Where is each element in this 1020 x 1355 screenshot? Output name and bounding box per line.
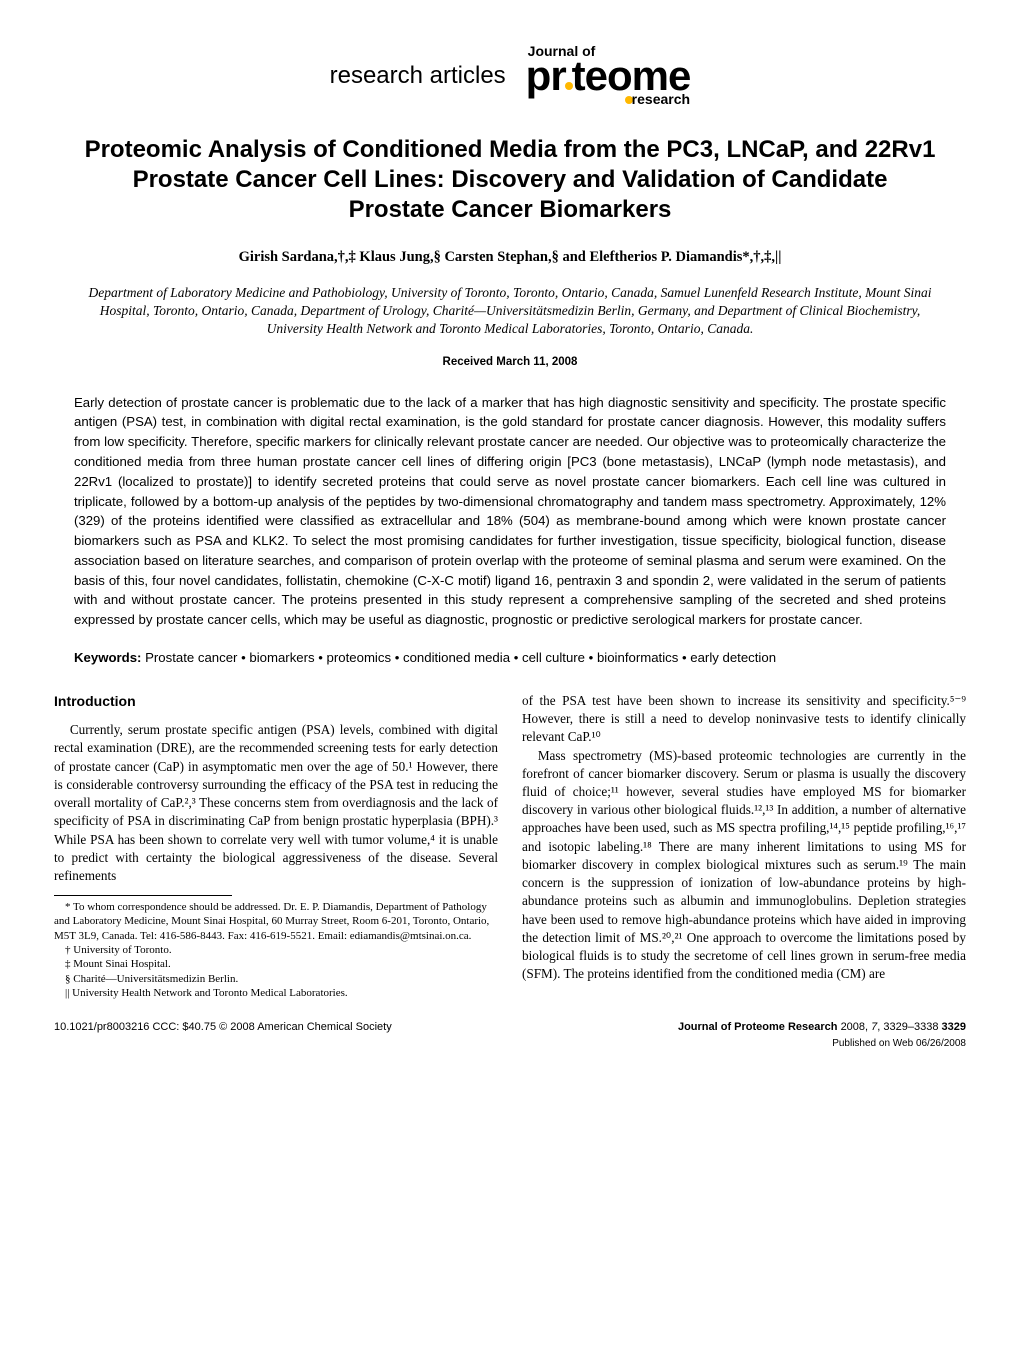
footer-left: 10.1021/pr8003216 CCC: $40.75 © 2008 Ame…	[54, 1020, 392, 1035]
keywords-block: Keywords: Prostate cancer • biomarkers •…	[74, 648, 946, 668]
keywords-text: Prostate cancer • biomarkers • proteomic…	[141, 650, 776, 665]
footnote-aff3: § Charité—Universitätsmedizin Berlin.	[54, 972, 498, 986]
footnote-aff4: || University Health Network and Toronto…	[54, 986, 498, 1000]
logo-p: pr	[526, 52, 566, 99]
received-date: Received March 11, 2008	[54, 354, 966, 370]
footer-page-number: 3329	[942, 1021, 966, 1033]
footer-journal-ref: Journal of Proteome Research	[678, 1021, 841, 1033]
footnote-correspondence: * To whom correspondence should be addre…	[54, 900, 498, 943]
affiliations: Department of Laboratory Medicine and Pa…	[84, 284, 936, 339]
abstract-text: Early detection of prostate cancer is pr…	[74, 393, 946, 631]
footer-year-vol: 2008, 7, 3329–3338	[841, 1021, 942, 1033]
footer-copyright: © 2008 American Chemical Society	[219, 1021, 392, 1033]
introduction-heading: Introduction	[54, 692, 498, 711]
footnotes-block: * To whom correspondence should be addre…	[54, 900, 498, 1000]
footer-doi: 10.1021/pr8003216 CCC: $40.75	[54, 1021, 216, 1033]
journal-logo: Journal of prteome research	[526, 46, 691, 105]
intro-paragraph-2: Mass spectrometry (MS)-based proteomic t…	[522, 747, 966, 984]
footer-pubdate: Published on Web 06/26/2008	[832, 1038, 966, 1049]
keywords-label: Keywords:	[74, 650, 141, 665]
column-right: of the PSA test have been shown to incre…	[522, 692, 966, 1000]
research-subtext: research	[626, 94, 691, 106]
article-title: Proteomic Analysis of Conditioned Media …	[84, 135, 936, 225]
column-left: Introduction Currently, serum prostate s…	[54, 692, 498, 1000]
research-articles-label: research articles	[330, 59, 506, 93]
intro-paragraph-1: Currently, serum prostate specific antig…	[54, 721, 498, 885]
author-list: Girish Sardana,†,‡ Klaus Jung,§ Carsten …	[54, 247, 966, 267]
proteome-logo-line: prteome	[526, 58, 691, 94]
footnote-aff1: † University of Toronto.	[54, 943, 498, 957]
two-column-body: Introduction Currently, serum prostate s…	[54, 692, 966, 1000]
footnote-separator	[54, 895, 232, 896]
research-sub-label: research	[632, 91, 690, 107]
intro-paragraph-1-cont: of the PSA test have been shown to incre…	[522, 692, 966, 747]
footer-right: Journal of Proteome Research 2008, 7, 33…	[678, 1020, 966, 1051]
footnote-aff2: ‡ Mount Sinai Hospital.	[54, 957, 498, 971]
journal-header: research articles Journal of prteome res…	[54, 46, 966, 105]
page-footer: 10.1021/pr8003216 CCC: $40.75 © 2008 Ame…	[54, 1020, 966, 1051]
